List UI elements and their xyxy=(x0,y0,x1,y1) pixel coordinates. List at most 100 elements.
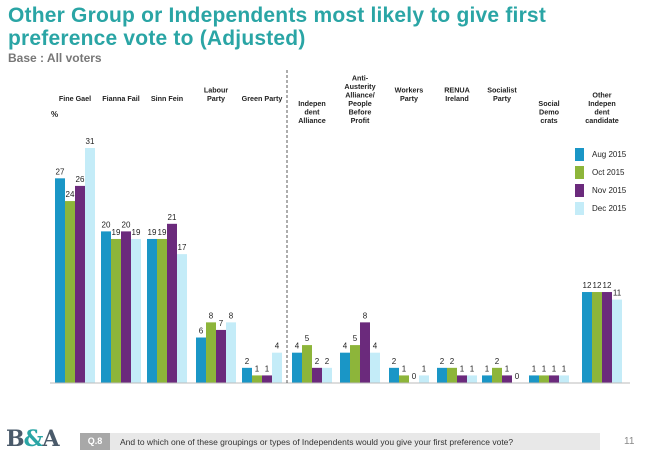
data-label: 1 xyxy=(402,364,407,373)
data-label: 19 xyxy=(132,228,141,237)
legend-swatch xyxy=(575,148,584,161)
bar xyxy=(399,375,409,383)
data-label: 2 xyxy=(245,357,250,366)
legend-swatch xyxy=(575,202,584,215)
category-label: Workers Party xyxy=(395,86,424,104)
data-label: 1 xyxy=(542,364,547,373)
bar xyxy=(322,367,332,383)
footer: B&A Q.8 And to which one of these groupi… xyxy=(0,423,650,455)
data-label: 0 xyxy=(515,372,520,381)
bar xyxy=(226,322,236,383)
page-number: 11 xyxy=(624,436,635,447)
data-label: 4 xyxy=(343,342,348,351)
data-label: 19 xyxy=(112,228,121,237)
category-label: Fianna Fail xyxy=(102,94,140,103)
legend-label: Nov 2015 xyxy=(592,186,627,195)
bar xyxy=(592,292,602,383)
data-label: 1 xyxy=(552,364,557,373)
bar xyxy=(75,185,85,383)
bar xyxy=(559,375,569,383)
data-label: 1 xyxy=(255,364,260,373)
bar xyxy=(492,367,502,383)
bar xyxy=(419,375,429,383)
bars xyxy=(55,148,622,383)
bar xyxy=(242,367,252,383)
bar xyxy=(65,201,75,383)
bar xyxy=(111,238,121,383)
brand-logo: B&A xyxy=(6,426,60,452)
bar xyxy=(502,375,512,383)
bar xyxy=(157,238,167,383)
data-label: 21 xyxy=(168,213,177,222)
legend: Aug 2015 Oct 2015 Nov 2015 Dec 2015 xyxy=(575,148,627,215)
bar xyxy=(85,148,95,383)
legend-label: Dec 2015 xyxy=(592,204,627,213)
bar xyxy=(612,299,622,383)
category-label: RENUA Ireland xyxy=(444,86,470,104)
category-label: Indepen dent Alliance xyxy=(298,99,326,125)
bar xyxy=(457,375,467,383)
bar xyxy=(206,322,216,383)
bar xyxy=(360,322,370,383)
data-label: 27 xyxy=(56,167,65,176)
bar xyxy=(216,329,226,383)
bar xyxy=(167,223,177,383)
data-label: 17 xyxy=(178,243,187,252)
data-label: 19 xyxy=(158,228,167,237)
data-label: 2 xyxy=(325,357,330,366)
legend-swatch xyxy=(575,184,584,197)
bar xyxy=(302,345,312,383)
data-label: 1 xyxy=(562,364,567,373)
data-label: 2 xyxy=(440,357,445,366)
category-label: Fine Gael xyxy=(59,94,91,103)
data-label: 19 xyxy=(148,228,157,237)
bar xyxy=(529,375,539,383)
question-text: And to which one of these groupings or t… xyxy=(120,437,514,447)
data-label: 0 xyxy=(412,372,417,381)
bar xyxy=(437,367,447,383)
bar xyxy=(602,292,612,383)
data-label: 2 xyxy=(315,357,320,366)
data-label: 1 xyxy=(505,364,510,373)
data-label: 4 xyxy=(295,342,300,351)
base-label: Base : All voters xyxy=(8,51,102,65)
data-label: 8 xyxy=(229,311,234,320)
data-label: 1 xyxy=(265,364,270,373)
data-label: 1 xyxy=(532,364,537,373)
bar xyxy=(549,375,559,383)
bar xyxy=(467,375,477,383)
category-label: Sinn Fein xyxy=(151,94,183,103)
data-label: 26 xyxy=(76,175,85,184)
question-number: Q.8 xyxy=(80,433,110,450)
bar xyxy=(55,178,65,383)
data-label: 5 xyxy=(305,334,310,343)
data-label: 1 xyxy=(470,364,475,373)
data-label: 2 xyxy=(450,357,455,366)
data-label: 20 xyxy=(102,220,111,229)
bar xyxy=(131,238,141,383)
bar xyxy=(262,375,272,383)
legend-label: Aug 2015 xyxy=(592,150,627,159)
data-label: 31 xyxy=(86,137,95,146)
data-label: 20 xyxy=(122,220,131,229)
bar xyxy=(272,352,282,383)
data-label: 5 xyxy=(353,334,358,343)
question-bar xyxy=(80,433,600,450)
legend-swatch xyxy=(575,166,584,179)
data-label: 2 xyxy=(392,357,397,366)
data-label: 8 xyxy=(209,311,214,320)
legend-label: Oct 2015 xyxy=(592,168,625,177)
bar-chart: Fine Gael Fianna Fail Sinn Fein Labour Party… xyxy=(50,70,630,384)
bar xyxy=(177,254,187,383)
bar xyxy=(312,367,322,383)
bar xyxy=(196,337,206,383)
bar xyxy=(389,367,399,383)
data-label: 8 xyxy=(363,311,368,320)
data-label: 11 xyxy=(613,289,622,298)
data-label: 12 xyxy=(603,281,612,290)
data-label: 24 xyxy=(66,190,75,199)
data-label: 1 xyxy=(460,364,465,373)
bar xyxy=(447,367,457,383)
data-label: 1 xyxy=(422,364,427,373)
